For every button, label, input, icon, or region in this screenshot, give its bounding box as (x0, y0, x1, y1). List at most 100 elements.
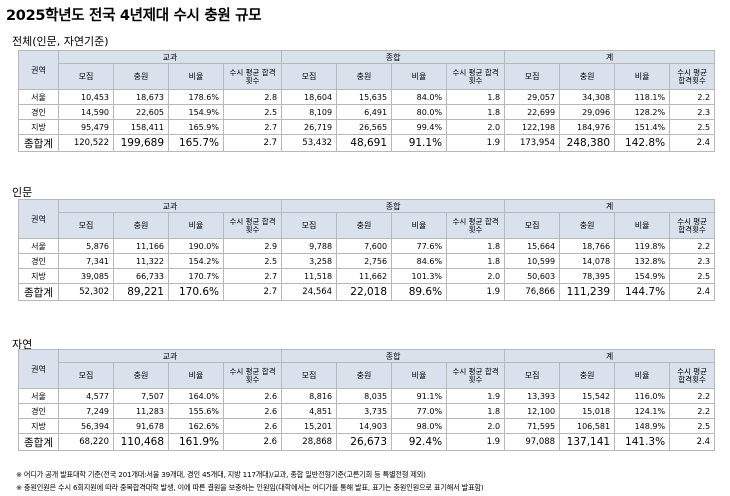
value-cell: 4,851 (281, 403, 338, 419)
table-row: 서울 5,876 11,166 190.0% 2.9 9,788 7,600 77.6% 1.8… (18, 238, 716, 254)
region-cell: 서울 (18, 238, 59, 254)
total-cell: 170.6% (168, 283, 224, 301)
value-cell: 190.0% (168, 238, 224, 254)
region-header: 권역 (18, 349, 59, 389)
value-cell: 11,518 (281, 268, 338, 284)
region-cell: 지방 (18, 119, 59, 135)
column-header: 충원 (336, 63, 393, 90)
column-header: 충원 (559, 212, 616, 239)
total-cell: 110,468 (113, 433, 169, 451)
data-table: 권역 교과 종합 계 모집 충원 비율 수시 평균 합격횟수 모집 충원 비율 수시 평균 합격횟수 모… (18, 50, 716, 152)
column-header: 모집 (58, 212, 114, 239)
value-cell: 2.0 (446, 268, 506, 284)
value-cell: 118.1% (614, 89, 671, 105)
value-cell: 122,198 (504, 119, 561, 135)
column-header: 수시 평균 합격횟수 (446, 362, 506, 389)
value-cell: 15,201 (281, 418, 338, 434)
region-header: 권역 (18, 50, 59, 90)
section-label: 인문 (12, 186, 33, 199)
value-cell: 15,542 (559, 388, 616, 404)
value-cell: 1.8 (446, 253, 506, 269)
region-cell: 경인 (18, 253, 59, 269)
value-cell: 3,258 (281, 253, 338, 269)
value-cell: 154.9% (168, 104, 224, 120)
value-cell: 66,733 (113, 268, 169, 284)
value-cell: 11,662 (336, 268, 393, 284)
column-header: 모집 (504, 212, 561, 239)
column-header: 비율 (614, 63, 671, 90)
value-cell: 98.0% (391, 418, 448, 434)
total-cell: 173,954 (504, 134, 561, 152)
value-cell: 10,599 (504, 253, 561, 269)
value-cell: 91,678 (113, 418, 169, 434)
value-cell: 1.8 (446, 403, 506, 419)
footnote: ※ 어디가 공개 발표대학 기준(전국 201개대:서울 39개대, 경인 45… (16, 470, 426, 479)
value-cell: 2.6 (222, 403, 283, 419)
total-row: 종합계 52,302 89,221 170.6% 2.7 24,564 22,018 89.6… (18, 283, 716, 301)
total-cell: 76,866 (504, 283, 561, 301)
value-cell: 34,308 (559, 89, 616, 105)
value-cell: 12,100 (504, 403, 561, 419)
table-row: 경인 14,590 22,605 154.9% 2.5 8,109 6,491 80.0% 1.… (18, 104, 716, 120)
value-cell: 2.5 (669, 268, 716, 284)
region-cell: 경인 (18, 403, 59, 419)
column-header: 모집 (281, 63, 338, 90)
value-cell: 2.3 (669, 104, 716, 120)
region-cell: 서울 (18, 388, 59, 404)
value-cell: 78,395 (559, 268, 616, 284)
total-cell: 1.9 (446, 433, 506, 451)
total-cell: 52,302 (58, 283, 114, 301)
value-cell: 95,479 (58, 119, 114, 135)
table-row: 서울 4,577 7,507 164.0% 2.6 8,816 8,035 91.1% 1.9 1… (18, 388, 716, 404)
total-label: 종합계 (18, 283, 59, 301)
value-cell: 154.2% (168, 253, 224, 269)
total-cell: 92.4% (391, 433, 448, 451)
value-cell: 84.6% (391, 253, 448, 269)
section-label: 전체(인문, 자연기준) (12, 35, 109, 48)
column-header: 수시 평균 합격횟수 (669, 212, 716, 239)
total-cell: 248,380 (559, 134, 616, 152)
region-header: 권역 (18, 199, 59, 239)
data-table: 권역 교과 종합 계 모집 충원 비율 수시 평균 합격횟수 모집 충원 비율 수시 평균 합격횟수 모… (18, 199, 716, 301)
value-cell: 7,600 (336, 238, 393, 254)
total-cell: 2.4 (669, 283, 716, 301)
column-header: 수시 평균 합격횟수 (222, 362, 283, 389)
column-header: 비율 (168, 362, 224, 389)
group-header: 계 (504, 349, 716, 363)
value-cell: 2.2 (669, 238, 716, 254)
value-cell: 148.9% (614, 418, 671, 434)
total-cell: 2.7 (222, 134, 283, 152)
value-cell: 101.3% (391, 268, 448, 284)
group-header: 교과 (57, 50, 283, 64)
value-cell: 184,976 (559, 119, 616, 135)
value-cell: 26,719 (281, 119, 338, 135)
value-cell: 154.9% (614, 268, 671, 284)
total-cell: 53,432 (281, 134, 338, 152)
value-cell: 99.4% (391, 119, 448, 135)
group-header: 교과 (57, 349, 283, 363)
value-cell: 2.2 (669, 388, 716, 404)
value-cell: 162.6% (168, 418, 224, 434)
value-cell: 164.0% (168, 388, 224, 404)
value-cell: 77.0% (391, 403, 448, 419)
table-row: 서울 10,453 18,673 178.6% 2.8 18,604 15,635 84.0%… (18, 89, 716, 105)
column-header: 비율 (391, 63, 448, 90)
table-row: 지방 95,479 158,411 165.9% 2.7 26,719 26,565 99.4… (18, 119, 716, 135)
column-header: 충원 (113, 362, 169, 389)
value-cell: 84.0% (391, 89, 448, 105)
region-cell: 경인 (18, 104, 59, 120)
total-cell: 22,018 (336, 283, 393, 301)
total-cell: 89,221 (113, 283, 169, 301)
total-cell: 28,868 (281, 433, 338, 451)
total-cell: 144.7% (614, 283, 671, 301)
value-cell: 71,595 (504, 418, 561, 434)
total-cell: 2.4 (669, 433, 716, 451)
value-cell: 50,603 (504, 268, 561, 284)
value-cell: 7,249 (58, 403, 114, 419)
value-cell: 128.2% (614, 104, 671, 120)
total-cell: 165.7% (168, 134, 224, 152)
group-header: 계 (504, 199, 716, 213)
region-cell: 지방 (18, 268, 59, 284)
group-header: 교과 (57, 199, 283, 213)
total-cell: 1.9 (446, 283, 506, 301)
